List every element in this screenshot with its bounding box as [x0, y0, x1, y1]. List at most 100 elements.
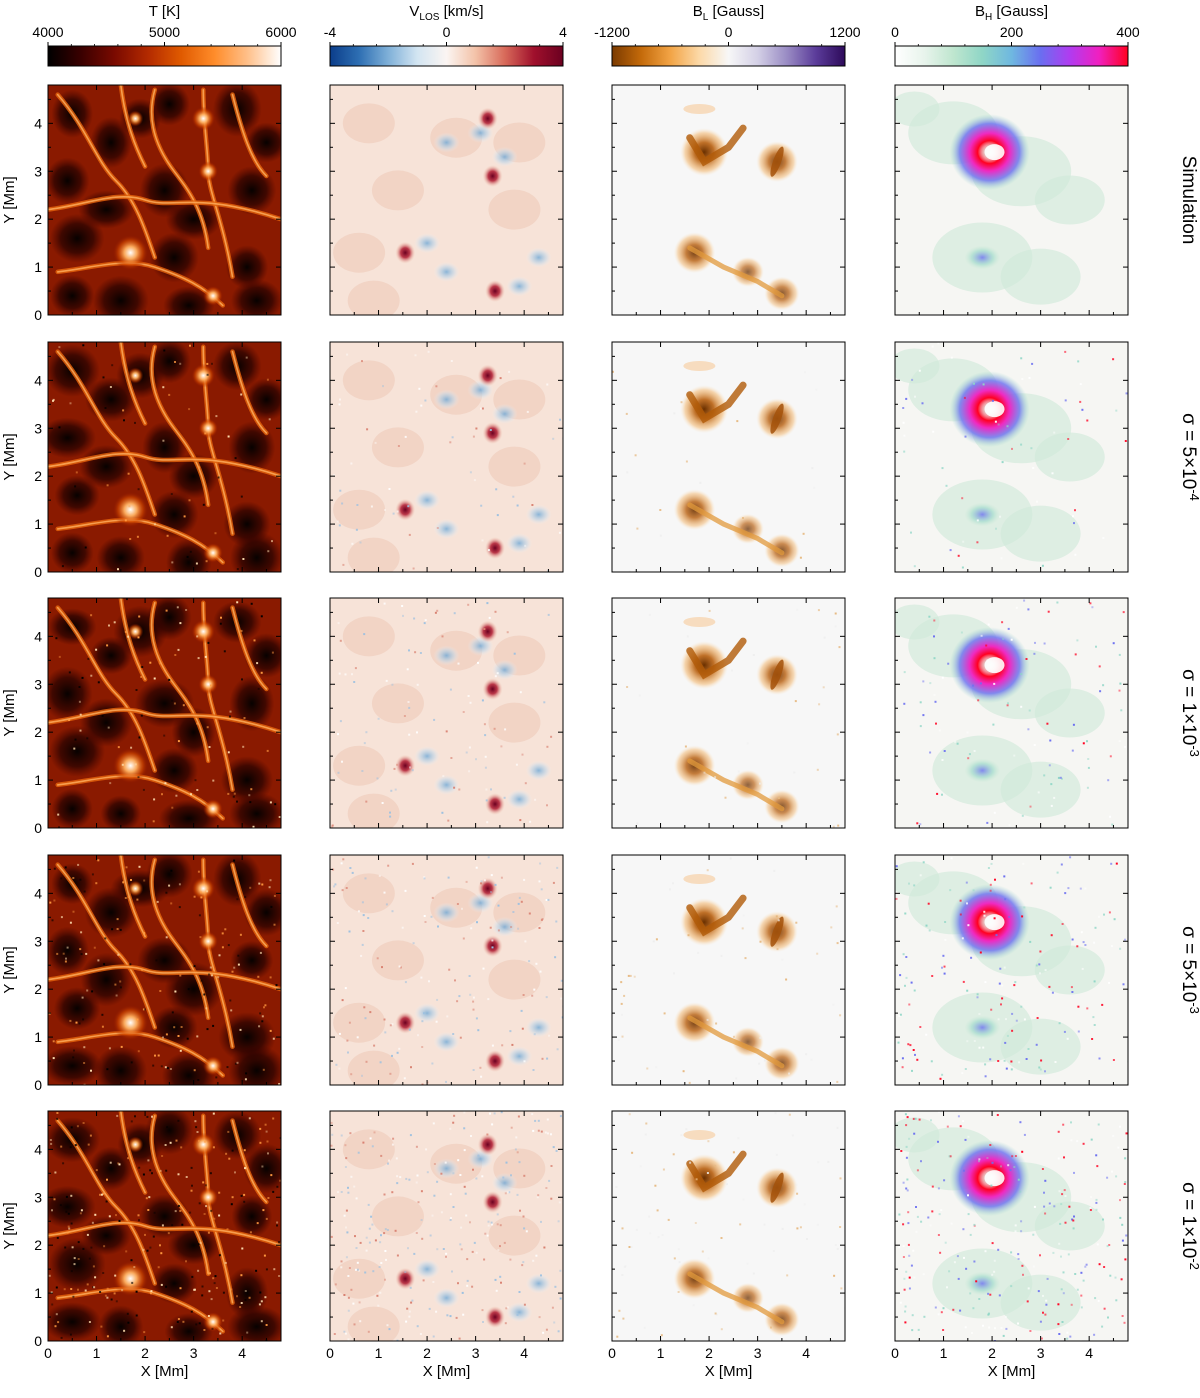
y-tick-label: 1: [34, 1285, 42, 1301]
x-tick-label: 3: [472, 1345, 480, 1361]
x-tick-label: 4: [802, 1345, 810, 1361]
panel-frame: [329, 597, 564, 829]
panel-bh-row4: 0 1 2 3 4 X [Mm]: [891, 1110, 1129, 1380]
y-tick-label: 0: [34, 1077, 42, 1093]
panel-frame: [329, 854, 564, 1086]
panel-temperature-row1: 0 1 2 3 4 Y [Mm]: [1, 341, 282, 580]
x-tick-label: 0: [891, 1345, 899, 1361]
panel-bl-row0: [611, 84, 846, 316]
panel-bl-row1: [611, 341, 846, 573]
colorbar-tick-label: 1200: [829, 24, 860, 40]
colorbar-gradient: [611, 45, 846, 67]
panel-temperature-row3: 0 1 2 3 4 Y [Mm]: [1, 854, 282, 1093]
y-tick-label: 3: [34, 420, 42, 436]
panel-frame: [894, 597, 1129, 829]
panel-frame: [894, 854, 1129, 1086]
x-tick-label: 1: [940, 1345, 948, 1361]
colorbar-gradient: [894, 45, 1129, 67]
panel-frame: [47, 597, 282, 829]
y-axis-label: Y [Mm]: [1, 176, 18, 223]
colorbar-title: T [K]: [149, 3, 180, 20]
x-tick-label: 4: [1085, 1345, 1093, 1361]
colorbar-tick-label: -4: [324, 24, 337, 40]
colorbar-tick-label: 5000: [149, 24, 180, 40]
y-axis-label: Y [Mm]: [1, 946, 18, 993]
y-tick-label: 0: [34, 307, 42, 323]
y-tick-label: 0: [34, 820, 42, 836]
y-tick-label: 3: [34, 676, 42, 692]
panel-vlos-row1: [329, 341, 564, 573]
panel-bh-row2: [894, 597, 1129, 829]
panel-frame: [894, 1110, 1129, 1342]
y-tick-label: 2: [34, 1237, 42, 1253]
x-tick-label: 3: [754, 1345, 762, 1361]
y-tick-label: 1: [34, 259, 42, 275]
y-tick-label: 3: [34, 933, 42, 949]
x-tick-label: 2: [423, 1345, 431, 1361]
colorbar-title: BL [Gauss]: [693, 3, 764, 23]
x-axis-label: X [Mm]: [141, 1363, 189, 1380]
panel-bh-row0: [894, 84, 1129, 316]
panel-frame: [47, 854, 282, 1086]
panel-frame: [894, 341, 1129, 573]
panel-frame: [611, 854, 846, 1086]
x-axis-label: X [Mm]: [705, 1363, 753, 1380]
x-tick-label: 1: [93, 1345, 101, 1361]
panel-frame: [611, 1110, 846, 1342]
x-tick-label: 2: [705, 1345, 713, 1361]
colorbar-tick-label: 4000: [32, 24, 63, 40]
y-tick-label: 2: [34, 468, 42, 484]
x-tick-label: 4: [520, 1345, 528, 1361]
y-axis-label: Y [Mm]: [1, 1202, 18, 1249]
colorbar-tick-label: 0: [443, 24, 451, 40]
colorbar-tick-label: 6000: [265, 24, 296, 40]
row-label: σ = 1×10-2: [1178, 1182, 1200, 1270]
panel-temperature-row4: 0 1 2 3 4 Y [Mm] 0 1 2 3 4 X [Mm]: [1, 1110, 282, 1380]
colorbar-vlos: VLOS [km/s] -4 0 4: [324, 3, 567, 67]
y-tick-label: 4: [34, 885, 42, 901]
y-tick-label: 4: [34, 628, 42, 644]
panel-bl-row4: 0 1 2 3 4 X [Mm]: [608, 1110, 846, 1380]
y-tick-label: 4: [34, 115, 42, 131]
panel-frame: [611, 597, 846, 829]
x-tick-label: 0: [44, 1345, 52, 1361]
panel-frame: [47, 341, 282, 573]
panel-bl-row3: [611, 854, 846, 1086]
colorbar-bh: BH [Gauss] 0 200 400: [891, 3, 1140, 67]
x-tick-label: 3: [190, 1345, 198, 1361]
panel-frame: [611, 84, 846, 316]
row-labels: Simulation σ = 5×10-4 σ = 1×10-3 σ = 5×10-3…: [1178, 156, 1200, 1270]
panel-vlos-row0: [329, 84, 564, 316]
panel-bh-row3: [894, 854, 1129, 1086]
colorbar-tick-label: 0: [891, 24, 899, 40]
panel-vlos-row4: 0 1 2 3 4 X [Mm]: [326, 1110, 564, 1380]
panel-vlos-row2: [329, 597, 564, 829]
panel-bh-row1: [894, 341, 1129, 573]
panel-frame: [47, 84, 282, 316]
panel-frame: [894, 84, 1129, 316]
y-tick-label: 0: [34, 1333, 42, 1349]
colorbar-gradient: [329, 45, 564, 67]
y-tick-label: 0: [34, 564, 42, 580]
panel-temperature-row0: 0 1 2 3 4 Y [Mm]: [1, 84, 282, 323]
y-axis-label: Y [Mm]: [1, 433, 18, 480]
x-tick-label: 1: [375, 1345, 383, 1361]
panel-frame: [329, 84, 564, 316]
y-tick-label: 4: [34, 1141, 42, 1157]
panel-temperature-row2: 0 1 2 3 4 Y [Mm]: [1, 597, 282, 836]
row-label: σ = 5×10-4: [1178, 413, 1200, 501]
colorbar-tick-label: -1200: [594, 24, 630, 40]
y-tick-label: 2: [34, 724, 42, 740]
colorbar-temperature: T [K] 4000 5000 6000: [32, 3, 297, 67]
x-tick-label: 2: [141, 1345, 149, 1361]
panel-bl-row2: [611, 597, 846, 829]
x-tick-label: 3: [1037, 1345, 1045, 1361]
x-axis-label: X [Mm]: [988, 1363, 1036, 1380]
colorbar-title: BH [Gauss]: [975, 3, 1048, 23]
x-tick-label: 4: [238, 1345, 246, 1361]
colorbar-tick-label: 0: [725, 24, 733, 40]
row-label: σ = 1×10-3: [1178, 669, 1200, 757]
panels: 0 1 2 3 4 Y [Mm] 0 1 2 3 4 Y [Mm] 0 1 2 3 4 Y [Mm] 0 1 2 3 4 Y …: [1, 84, 1129, 1380]
